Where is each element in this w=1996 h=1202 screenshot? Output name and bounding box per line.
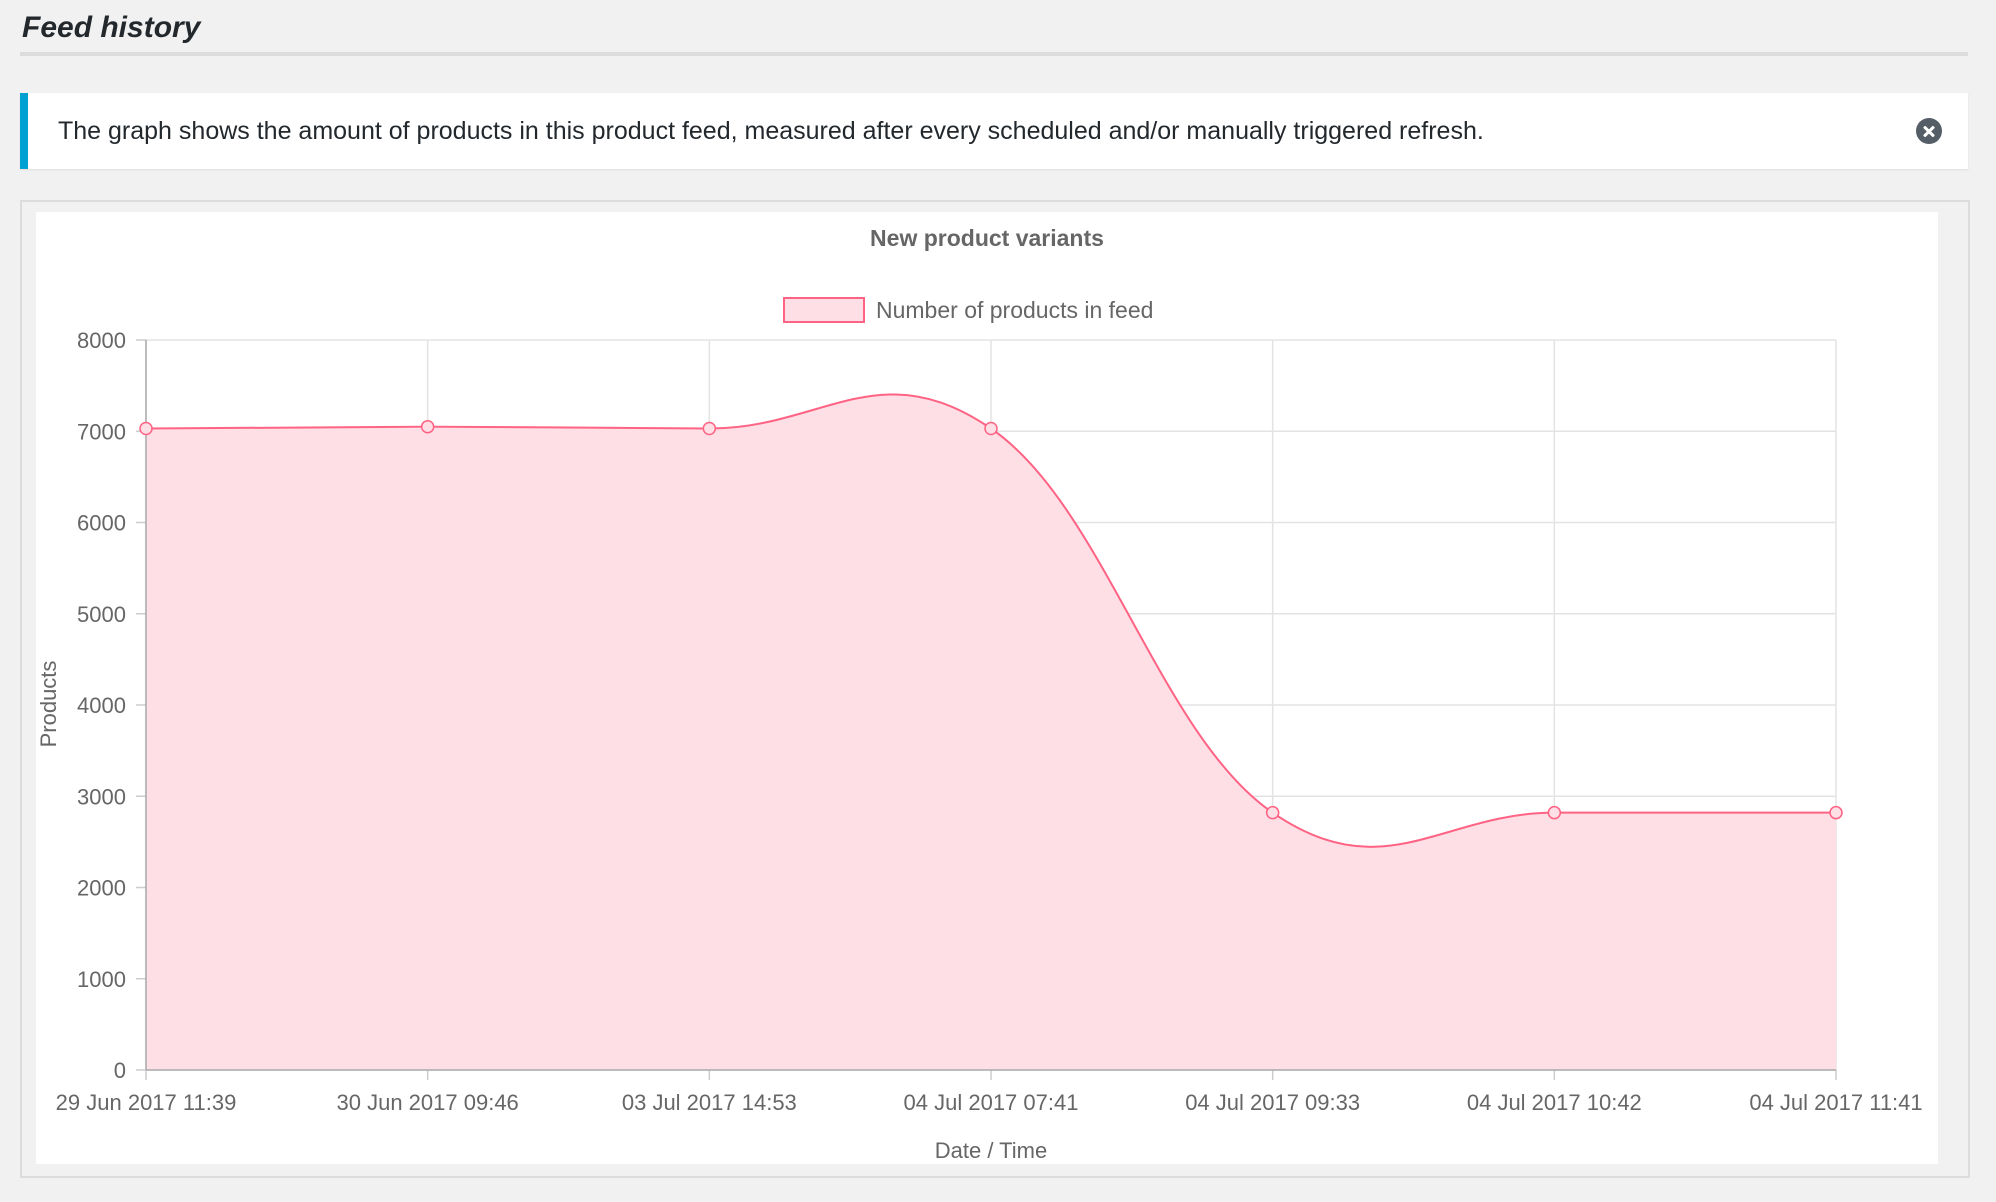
tick-labels: 0 1000 2000 3000 4000 5000 6000 7000 8000 29 Jun …: [56, 328, 1923, 1115]
y-tick-label: 8000: [77, 328, 126, 353]
y-tick-label: 6000: [77, 511, 126, 536]
data-point: [420, 419, 435, 434]
data-point: [984, 421, 998, 436]
series-area: [146, 394, 1836, 1070]
y-axis-title: Products: [36, 661, 61, 748]
page-header: Feed history: [20, 0, 1968, 56]
x-tick-label: 04 Jul 2017 10:42: [1467, 1090, 1642, 1115]
data-point: [1547, 805, 1562, 820]
y-tick-label: 2000: [77, 876, 126, 901]
y-tick-label: 4000: [77, 693, 126, 718]
chart-title: New product variants: [870, 225, 1104, 251]
x-tick-label: 04 Jul 2017 09:33: [1185, 1090, 1360, 1115]
data-point: [139, 421, 153, 436]
dismiss-notice-icon[interactable]: [1916, 118, 1942, 144]
y-tick-label: 3000: [77, 784, 126, 809]
y-tick-label: 1000: [77, 967, 126, 992]
legend-label[interactable]: Number of products in feed: [876, 297, 1153, 323]
page-title: Feed history: [22, 11, 201, 44]
x-tick-label: 04 Jul 2017 07:41: [904, 1090, 1079, 1115]
y-tick-label: 7000: [77, 419, 126, 444]
chart-container: 0 1000 2000 3000 4000 5000 6000 7000 8000 29 Jun …: [36, 212, 1938, 1164]
data-point: [1829, 805, 1843, 820]
y-tick-label: 0: [114, 1058, 126, 1083]
data-point: [1265, 805, 1280, 820]
data-points: [139, 419, 1843, 820]
legend-swatch[interactable]: [783, 297, 865, 323]
feed-history-chart: 0 1000 2000 3000 4000 5000 6000 7000 8000 29 Jun …: [36, 225, 1923, 1163]
x-tick-label: 04 Jul 2017 11:41: [1749, 1090, 1922, 1115]
x-tick-label: 30 Jun 2017 09:46: [337, 1090, 519, 1115]
data-point: [702, 421, 717, 436]
series-line: [145, 393, 1836, 848]
x-axis-title: Date / Time: [935, 1138, 1047, 1163]
info-notice: The graph shows the amount of products i…: [20, 93, 1968, 169]
notice-text: The graph shows the amount of products i…: [58, 117, 1484, 145]
x-tick-label: 03 Jul 2017 14:53: [622, 1090, 797, 1115]
y-tick-label: 5000: [77, 602, 126, 627]
x-tick-label: 29 Jun 2017 11:39: [56, 1090, 237, 1115]
